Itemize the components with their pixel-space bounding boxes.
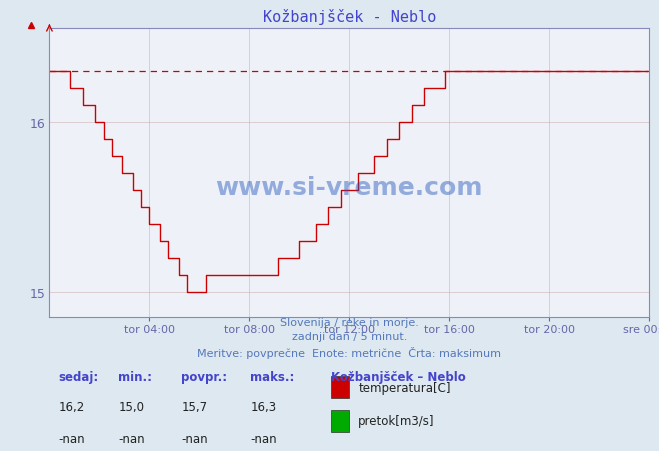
Bar [331,410,349,432]
Bar [331,376,349,399]
Text: sedaj:: sedaj: [59,371,99,383]
Text: 15,7: 15,7 [181,400,208,413]
Text: 16,3: 16,3 [250,400,276,413]
Text: temperatura[C]: temperatura[C] [358,381,451,394]
Text: 15,0: 15,0 [119,400,144,413]
Text: -nan: -nan [59,432,85,445]
Text: 16,2: 16,2 [59,400,84,413]
Text: min.:: min.: [119,371,152,383]
Text: -nan: -nan [250,432,277,445]
Text: -nan: -nan [119,432,145,445]
Text: Slovenija / reke in morje.
zadnji dan / 5 minut.
Meritve: povprečne  Enote: metr: Slovenija / reke in morje. zadnji dan / … [197,318,501,359]
Text: maks.:: maks.: [250,371,295,383]
Title: Kožbanjšček - Neblo: Kožbanjšček - Neblo [262,9,436,25]
Text: pretok[m3/s]: pretok[m3/s] [358,414,435,428]
Text: -nan: -nan [181,432,208,445]
Text: povpr.:: povpr.: [181,371,227,383]
Text: Kožbanjšček – Neblo: Kožbanjšček – Neblo [331,371,466,383]
Text: www.si-vreme.com: www.si-vreme.com [215,176,483,200]
